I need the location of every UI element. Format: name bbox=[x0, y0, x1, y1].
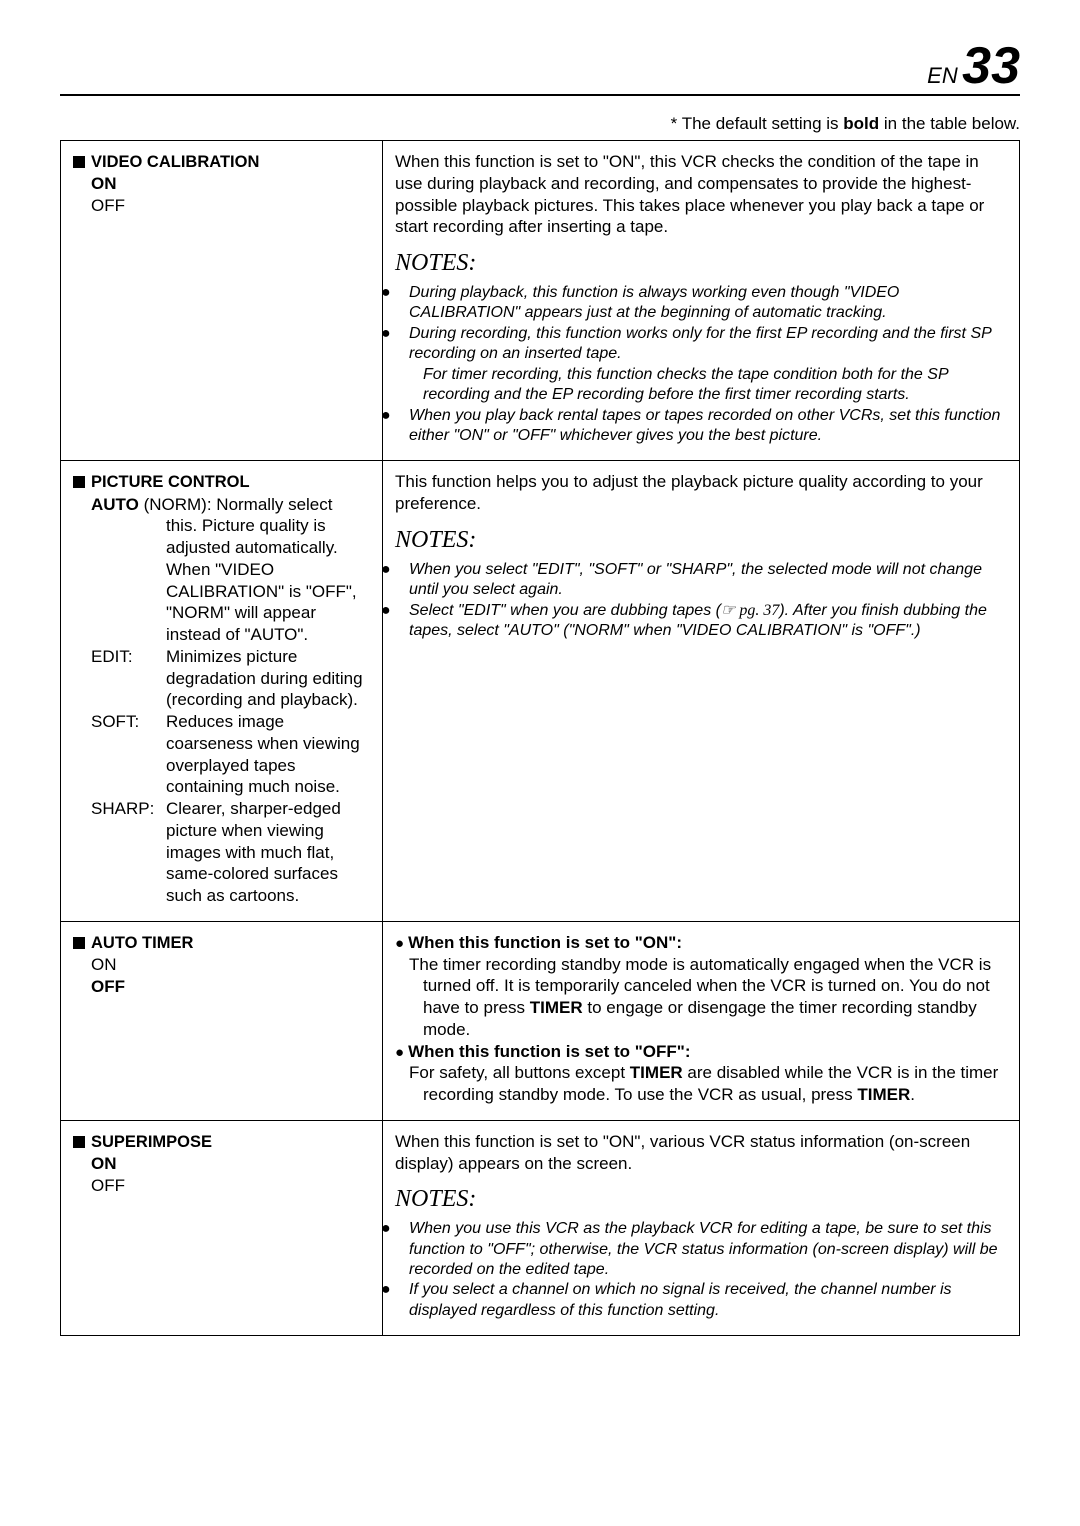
mode-soft-desc: Reduces image coarseness when viewing ov… bbox=[166, 711, 370, 798]
setting-cell: SUPERIMPOSE ON OFF bbox=[61, 1120, 383, 1336]
note-item: ●During playback, this function is alway… bbox=[395, 283, 1007, 324]
default-note: * The default setting is bold in the tab… bbox=[60, 114, 1020, 134]
setting-desc: When this function is set to "ON", vario… bbox=[395, 1131, 1007, 1175]
notes-heading: NOTES: bbox=[395, 1184, 1007, 1215]
option-off: OFF bbox=[91, 1176, 125, 1195]
setting-title: SUPERIMPOSE bbox=[91, 1133, 212, 1151]
setting-desc: This function helps you to adjust the pl… bbox=[395, 471, 1007, 515]
table-row: AUTO TIMER ON OFF ●When this function is… bbox=[61, 921, 1020, 1120]
default-note-post: in the table below. bbox=[879, 114, 1020, 133]
setting-cell: VIDEO CALIBRATION ON OFF bbox=[61, 141, 383, 461]
note-text: During recording, this function works on… bbox=[409, 325, 991, 362]
table-row: SUPERIMPOSE ON OFF When this function is… bbox=[61, 1120, 1020, 1336]
mode-auto-label: AUTO bbox=[91, 495, 139, 514]
mode-sharp-desc: Clearer, sharper-edged picture when view… bbox=[166, 798, 370, 907]
off-body: For safety, all buttons except TIMER are… bbox=[409, 1062, 1007, 1106]
note-item: ●When you use this VCR as the playback V… bbox=[395, 1219, 1007, 1280]
mode-edit-label: EDIT: bbox=[91, 646, 166, 711]
square-icon bbox=[73, 476, 85, 488]
option-on: ON bbox=[91, 174, 117, 193]
note-item: ●When you select "EDIT", "SOFT" or "SHAR… bbox=[395, 560, 1007, 601]
on-heading: When this function is set to "ON": bbox=[408, 933, 682, 952]
off-heading: When this function is set to "OFF": bbox=[408, 1042, 690, 1061]
mode-edit-desc: Minimizes picture degradation during edi… bbox=[166, 646, 370, 711]
description-cell: This function helps you to adjust the pl… bbox=[383, 461, 1020, 921]
option-off: OFF bbox=[91, 196, 125, 215]
notes-heading: NOTES: bbox=[395, 248, 1007, 279]
mode-auto-desc: (NORM): Normally select bbox=[139, 495, 333, 514]
default-note-pre: * The default setting is bbox=[671, 114, 844, 133]
timer-keyword: TIMER bbox=[857, 1085, 910, 1104]
table-row: PICTURE CONTROL AUTO (NORM): Normally se… bbox=[61, 461, 1020, 921]
note-text: When you play back rental tapes or tapes… bbox=[409, 407, 1000, 444]
page-number: 33 bbox=[962, 37, 1020, 95]
page-ref: ☞ pg. 37 bbox=[721, 602, 779, 619]
square-icon bbox=[73, 937, 85, 949]
setting-title: VIDEO CALIBRATION bbox=[91, 153, 259, 171]
settings-table: VIDEO CALIBRATION ON OFF When this funct… bbox=[60, 140, 1020, 1336]
setting-cell: AUTO TIMER ON OFF bbox=[61, 921, 383, 1120]
mode-sharp-label: SHARP: bbox=[91, 798, 166, 907]
setting-title: AUTO TIMER bbox=[91, 934, 193, 952]
text: . bbox=[910, 1085, 915, 1104]
notes-list: ●During playback, this function is alway… bbox=[395, 283, 1007, 447]
note-item: ●During recording, this function works o… bbox=[395, 324, 1007, 406]
note-text-a: Select "EDIT" when you are dubbing tapes… bbox=[409, 602, 721, 619]
square-icon bbox=[73, 156, 85, 168]
timer-keyword: TIMER bbox=[530, 998, 583, 1017]
setting-cell: PICTURE CONTROL AUTO (NORM): Normally se… bbox=[61, 461, 383, 921]
note-text: For timer recording, this function check… bbox=[409, 365, 1007, 406]
text: For safety, all buttons except bbox=[409, 1063, 630, 1082]
timer-keyword: TIMER bbox=[630, 1063, 683, 1082]
desc-list: ●When this function is set to "ON": The … bbox=[395, 932, 1007, 1106]
option-on: ON bbox=[91, 1154, 117, 1173]
note-item: ●When you play back rental tapes or tape… bbox=[395, 406, 1007, 447]
note-text: When you select "EDIT", "SOFT" or "SHARP… bbox=[409, 561, 982, 598]
desc-item: ●When this function is set to "OFF": For… bbox=[395, 1041, 1007, 1106]
note-text: When you use this VCR as the playback VC… bbox=[409, 1220, 997, 1278]
note-text: Select "EDIT" when you are dubbing tapes… bbox=[409, 602, 987, 639]
mode-soft-label: SOFT: bbox=[91, 711, 166, 798]
note-item: ●If you select a channel on which no sig… bbox=[395, 1280, 1007, 1321]
on-body: The timer recording standby mode is auto… bbox=[409, 954, 1007, 1041]
note-item: ●Select "EDIT" when you are dubbing tape… bbox=[395, 601, 1007, 642]
setting-title: PICTURE CONTROL bbox=[91, 473, 250, 491]
notes-list: ●When you select "EDIT", "SOFT" or "SHAR… bbox=[395, 560, 1007, 642]
description-cell: When this function is set to "ON", vario… bbox=[383, 1120, 1020, 1336]
note-text: If you select a channel on which no sign… bbox=[409, 1281, 952, 1318]
setting-desc: When this function is set to "ON", this … bbox=[395, 151, 1007, 238]
description-cell: ●When this function is set to "ON": The … bbox=[383, 921, 1020, 1120]
option-on: ON bbox=[91, 955, 117, 974]
table-row: VIDEO CALIBRATION ON OFF When this funct… bbox=[61, 141, 1020, 461]
desc-item: ●When this function is set to "ON": The … bbox=[395, 932, 1007, 1041]
page-header: EN 33 bbox=[60, 40, 1020, 96]
square-icon bbox=[73, 1136, 85, 1148]
default-note-bold: bold bbox=[843, 114, 879, 133]
option-off: OFF bbox=[91, 977, 125, 996]
note-text: During playback, this function is always… bbox=[409, 284, 899, 321]
notes-list: ●When you use this VCR as the playback V… bbox=[395, 1219, 1007, 1321]
description-cell: When this function is set to "ON", this … bbox=[383, 141, 1020, 461]
notes-heading: NOTES: bbox=[395, 525, 1007, 556]
en-label: EN bbox=[927, 63, 958, 88]
